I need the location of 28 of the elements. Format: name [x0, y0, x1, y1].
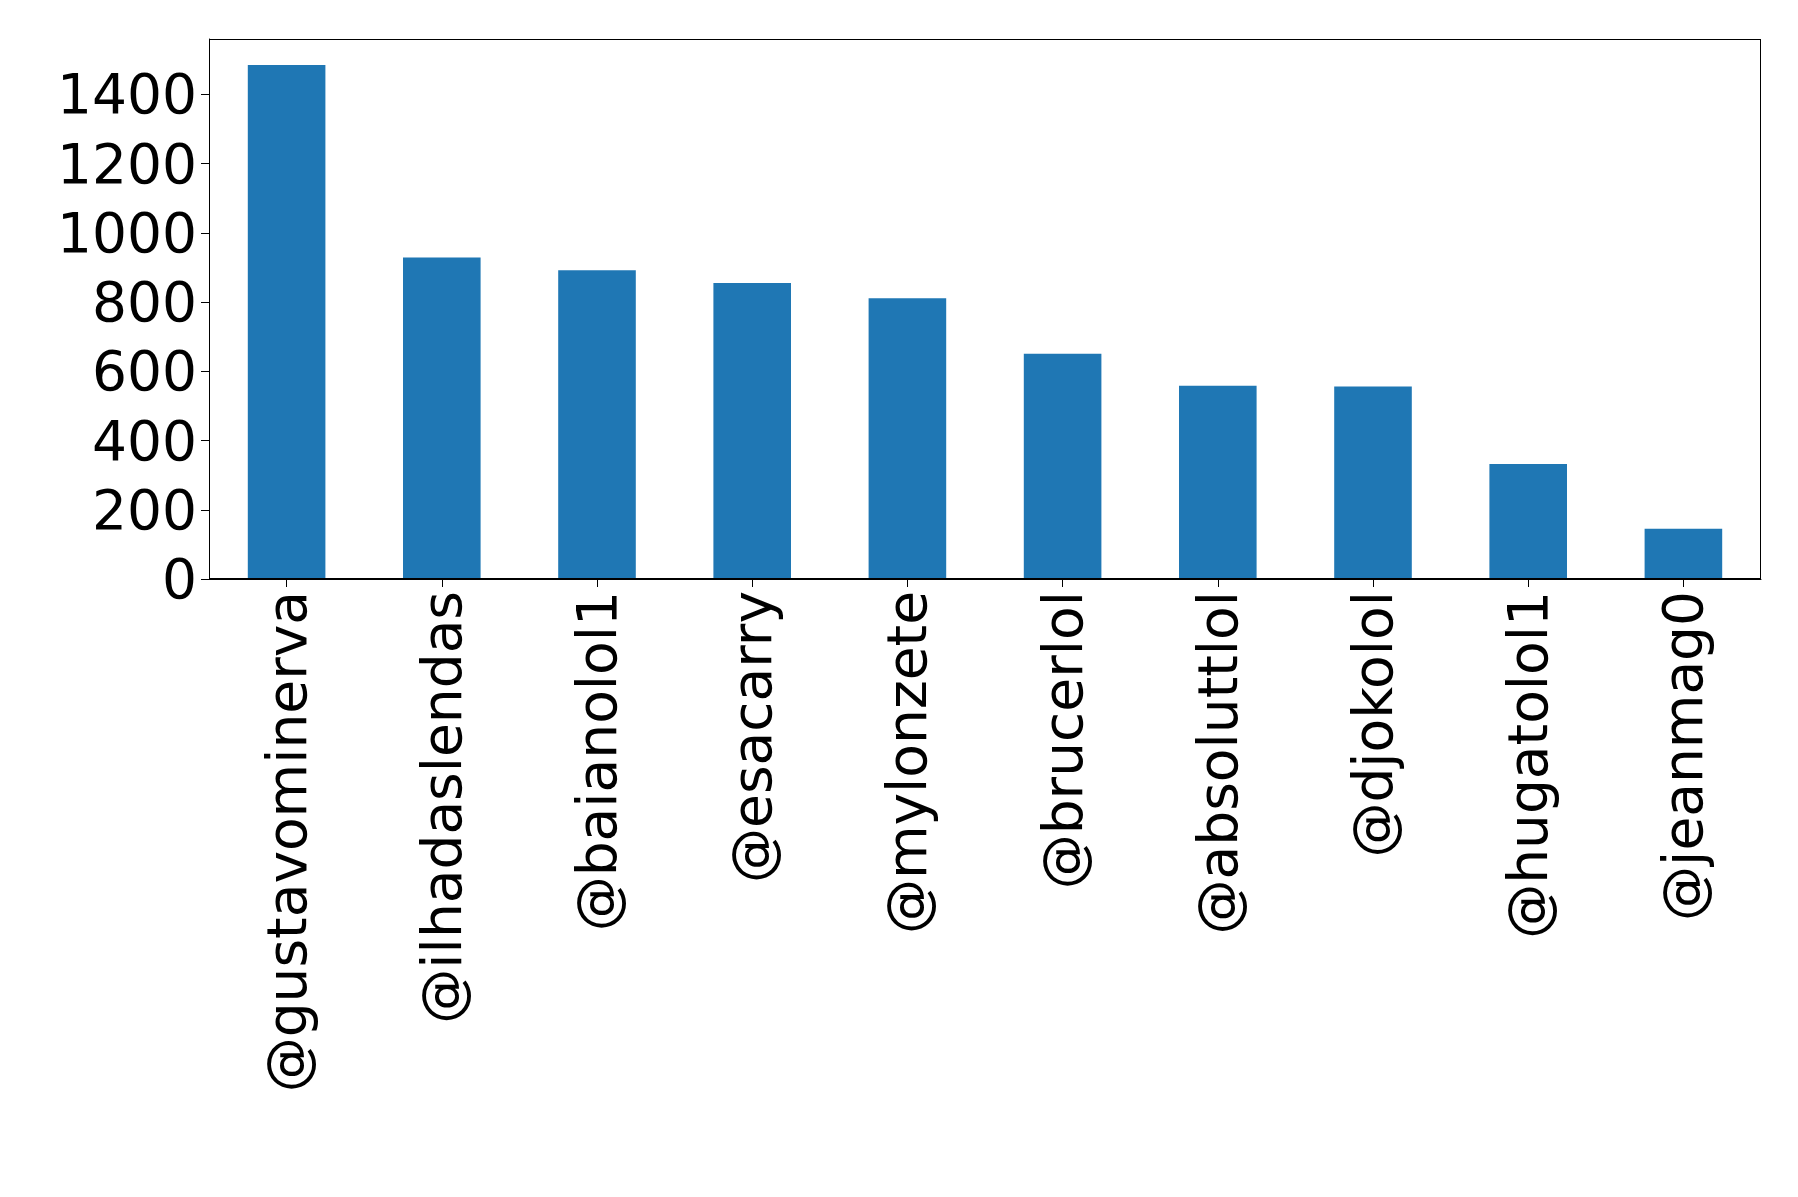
- bar: [558, 270, 636, 579]
- y-tick-label: 1000: [57, 200, 197, 265]
- y-tick-label: 400: [92, 408, 197, 473]
- y-tick-label: 600: [92, 339, 197, 404]
- x-tick-label: @jeanmag0: [1651, 591, 1716, 921]
- y-tick-label: 0: [162, 547, 197, 611]
- bar: [1644, 528, 1723, 579]
- y-tick-label: 1400: [57, 62, 197, 127]
- bar: [1334, 386, 1412, 579]
- bar: [868, 298, 947, 579]
- y-tick-label: 200: [92, 477, 197, 542]
- bar: [1489, 464, 1567, 579]
- bar: [1023, 353, 1102, 579]
- x-tick-label: @baianolol1: [565, 591, 629, 932]
- x-tick-label: @mylonzete: [875, 591, 940, 935]
- bar: [1179, 385, 1257, 579]
- x-tick-label: @hugatolol1: [1496, 591, 1561, 939]
- x-tick-label: @absoluttlol: [1185, 591, 1250, 935]
- bar: [713, 283, 791, 579]
- y-tick-label: 1200: [57, 131, 197, 196]
- bar: [247, 64, 326, 579]
- x-tick-label: @brucerlol: [1030, 591, 1095, 890]
- x-tick-label: @djokolol: [1341, 591, 1405, 858]
- x-tick-label: @esacarry: [720, 591, 785, 883]
- y-tick-label: 800: [92, 270, 197, 335]
- x-tick-label: @ilhadaslendas: [409, 591, 474, 1024]
- x-tick-label: @gustavominerva: [254, 591, 319, 1093]
- bar: [403, 257, 481, 579]
